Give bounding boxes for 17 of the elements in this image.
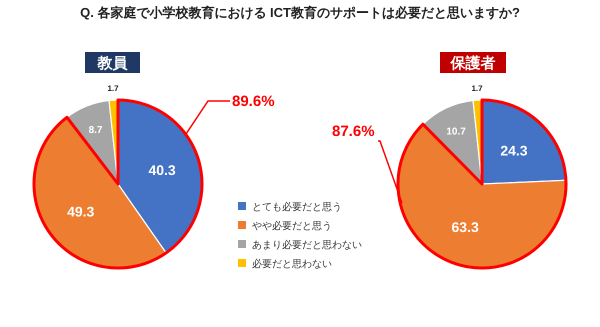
data-label: 49.3: [67, 203, 95, 220]
chart-subtitle: 保護者: [450, 55, 496, 72]
chart-title: Q. 各家庭で小学校教育における ICT教育のサポートは必要だと思いますか?: [80, 5, 520, 20]
chart-subtitle: 教員: [96, 55, 128, 72]
legend-label: やや必要だと思う: [252, 220, 332, 232]
data-label: 1.7: [471, 84, 484, 94]
text: 89.6%: [232, 93, 275, 110]
text: 87.6%: [332, 123, 375, 140]
legend-label: とても必要だと思う: [252, 201, 342, 213]
data-label: 40.3: [148, 162, 176, 178]
legend-label: 必要だと思わない: [252, 258, 332, 270]
data-label: 8.7: [88, 124, 103, 136]
data-label: 24.3: [500, 142, 528, 159]
legend-label: あまり必要だと思わない: [252, 239, 362, 251]
data-label: 63.3: [452, 219, 479, 236]
data-label: 1.7: [107, 84, 120, 94]
data-label: 10.7: [446, 126, 466, 138]
